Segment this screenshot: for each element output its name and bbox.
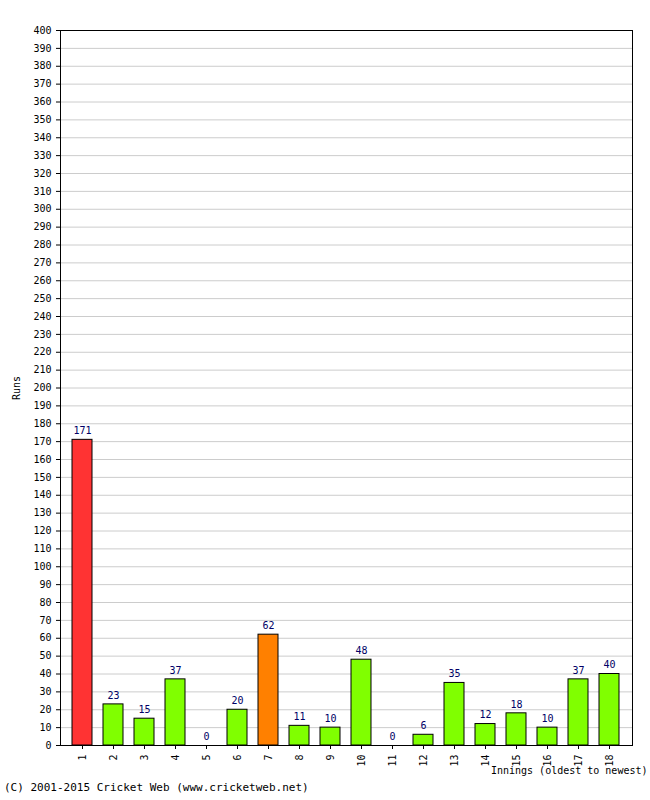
svg-text:400: 400	[33, 25, 51, 36]
svg-text:35: 35	[448, 668, 460, 679]
svg-text:290: 290	[33, 221, 51, 232]
svg-text:4: 4	[170, 755, 181, 761]
svg-text:310: 310	[33, 186, 51, 197]
svg-text:11: 11	[293, 711, 305, 722]
svg-text:0: 0	[45, 740, 51, 751]
svg-text:13: 13	[449, 755, 460, 767]
svg-text:6: 6	[420, 720, 426, 731]
svg-text:50: 50	[39, 650, 51, 661]
svg-text:320: 320	[33, 168, 51, 179]
svg-text:130: 130	[33, 507, 51, 518]
svg-text:14: 14	[480, 755, 491, 767]
svg-text:80: 80	[39, 597, 51, 608]
svg-text:Runs: Runs	[11, 376, 22, 400]
svg-text:10: 10	[324, 713, 336, 724]
svg-text:171: 171	[73, 425, 91, 436]
svg-text:100: 100	[33, 561, 51, 572]
svg-text:220: 220	[33, 346, 51, 357]
svg-text:20: 20	[39, 704, 51, 715]
svg-text:10: 10	[39, 722, 51, 733]
svg-text:10: 10	[356, 755, 367, 767]
svg-text:370: 370	[33, 78, 51, 89]
svg-text:140: 140	[33, 489, 51, 500]
svg-text:8: 8	[294, 755, 305, 761]
svg-text:0: 0	[203, 731, 209, 742]
svg-text:23: 23	[107, 690, 119, 701]
svg-text:7: 7	[263, 755, 274, 761]
svg-text:330: 330	[33, 150, 51, 161]
svg-text:70: 70	[39, 615, 51, 626]
html-text:(C) 2001-2015 Cricket Web (www: (C) 2001-2015 Cricket Web (www.cricketwe…	[4, 781, 309, 794]
svg-text:30: 30	[39, 686, 51, 697]
svg-text:180: 180	[33, 418, 51, 429]
svg-text:60: 60	[39, 632, 51, 643]
svg-text:160: 160	[33, 454, 51, 465]
svg-text:300: 300	[33, 203, 51, 214]
svg-text:40: 40	[603, 659, 615, 670]
svg-text:380: 380	[33, 60, 51, 71]
svg-text:5: 5	[201, 755, 212, 761]
svg-text:12: 12	[479, 709, 491, 720]
svg-text:37: 37	[169, 665, 181, 676]
svg-text:280: 280	[33, 239, 51, 250]
svg-text:250: 250	[33, 293, 51, 304]
svg-text:240: 240	[33, 311, 51, 322]
svg-text:48: 48	[355, 645, 367, 656]
svg-text:150: 150	[33, 472, 51, 483]
svg-text:200: 200	[33, 382, 51, 393]
svg-text:210: 210	[33, 364, 51, 375]
svg-text:170: 170	[33, 436, 51, 447]
svg-text:110: 110	[33, 543, 51, 554]
svg-text:3: 3	[139, 755, 150, 761]
svg-text:18: 18	[510, 699, 522, 710]
svg-text:360: 360	[33, 96, 51, 107]
svg-text:390: 390	[33, 43, 51, 54]
svg-text:270: 270	[33, 257, 51, 268]
svg-text:190: 190	[33, 400, 51, 411]
svg-text:37: 37	[572, 665, 584, 676]
svg-text:0: 0	[389, 731, 395, 742]
svg-text:2: 2	[108, 755, 119, 761]
svg-text:230: 230	[33, 329, 51, 340]
svg-text:120: 120	[33, 525, 51, 536]
svg-text:16: 16	[541, 754, 553, 767]
svg-text:11: 11	[387, 755, 398, 767]
svg-text:18: 18	[603, 754, 615, 767]
svg-text:40: 40	[39, 668, 51, 679]
svg-text:62: 62	[262, 620, 274, 631]
svg-text:6: 6	[232, 755, 243, 761]
svg-text:90: 90	[39, 579, 51, 590]
svg-text:Innings (oldest to newest): Innings (oldest to newest)	[491, 765, 648, 776]
svg-text:350: 350	[33, 114, 51, 125]
svg-text:10: 10	[541, 713, 553, 724]
svg-text:12: 12	[418, 755, 429, 767]
svg-text:20: 20	[231, 695, 243, 706]
svg-text:260: 260	[33, 275, 51, 286]
svg-text:15: 15	[138, 704, 150, 715]
svg-text:15: 15	[510, 754, 522, 767]
svg-text:1: 1	[77, 755, 88, 761]
svg-text:9: 9	[325, 755, 336, 761]
svg-text:340: 340	[33, 132, 51, 143]
svg-text:17: 17	[572, 754, 584, 767]
